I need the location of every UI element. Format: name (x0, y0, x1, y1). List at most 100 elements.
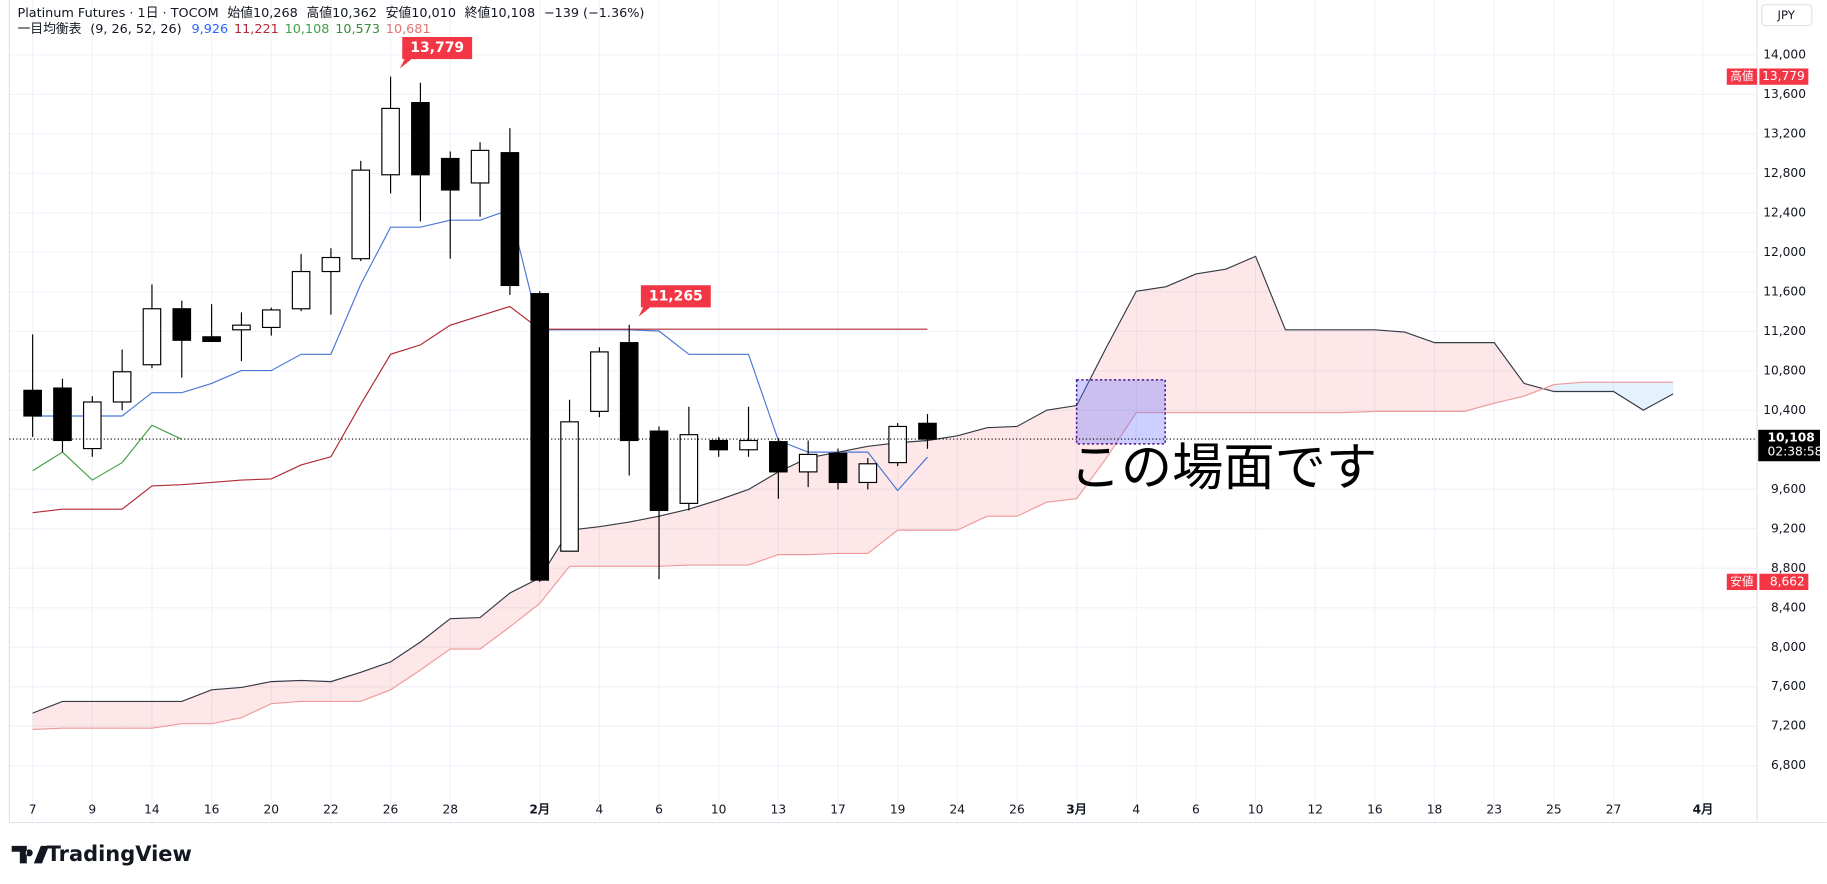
x-tick-label: 25 (1546, 802, 1562, 816)
candle-body (918, 422, 937, 440)
cloud-segment (927, 435, 958, 531)
header: Platinum Futures · 1日 · TOCOM 始値10,268 高… (17, 4, 644, 20)
candle-body (53, 387, 72, 442)
x-tick-label: 24 (950, 802, 966, 816)
currency-box[interactable] (1761, 4, 1813, 27)
x-tick-label: 4月 (1693, 802, 1714, 816)
indicator-line (32, 381, 1674, 730)
candle-body (619, 342, 639, 442)
cloud-segment (480, 593, 510, 650)
x-tick-label: 10 (711, 802, 727, 816)
cloud-segment (957, 427, 988, 531)
cloud-segment (211, 687, 242, 724)
x-tick-label: 19 (890, 802, 906, 816)
candle-layer (23, 76, 937, 582)
indicator-value: 10,681 (386, 22, 431, 37)
x-tick-label: 22 (323, 802, 339, 816)
x-tick-label: 28 (442, 802, 458, 816)
cloud-segment (1464, 342, 1495, 412)
x-tick-label: 9 (88, 802, 96, 816)
candle-body (888, 425, 907, 464)
cloud-segment (1195, 269, 1226, 413)
low-value: 安値10,010 (386, 4, 456, 20)
x-tick-label: 6 (1192, 802, 1200, 816)
y-tick-label: 12,800 (1763, 166, 1806, 180)
price-label-value: 13,779 (1762, 69, 1805, 83)
indicator-value: 10,108 (285, 22, 330, 37)
x-tick-label: 26 (383, 802, 399, 816)
y-tick-label: 11,600 (1763, 284, 1806, 298)
candle-body (351, 169, 371, 260)
candle-body (739, 439, 758, 451)
x-tick-label: 4 (595, 802, 603, 816)
cloud-segment (271, 680, 302, 704)
cloud-segment (360, 661, 391, 702)
callout-box (399, 37, 473, 69)
cloud-segment (688, 499, 719, 566)
y-tick-label: 7,600 (1771, 679, 1806, 693)
x-tick-label: 3月 (1066, 802, 1087, 816)
cloud-segment (1613, 382, 1644, 411)
indicator-params: (9, 26, 52, 26) (90, 22, 181, 37)
candle-body (590, 351, 609, 412)
candle-body (649, 430, 669, 511)
x-tick-label: 4 (1132, 802, 1140, 816)
candle-body (291, 270, 311, 310)
x-tick-label: 27 (1606, 802, 1622, 816)
y-tick-label: 8,000 (1771, 640, 1806, 654)
logo-text: TradingView (47, 842, 192, 866)
y-tick-label: 9,600 (1771, 482, 1806, 496)
indicator-line (32, 305, 928, 514)
x-tick-label: 20 (263, 802, 279, 816)
currency[interactable]: JPY (1777, 8, 1796, 22)
price-label-prefix: 安値 (1730, 574, 1754, 588)
cloud-segment (181, 689, 212, 724)
cloud-segment (1225, 256, 1256, 413)
candle-body (440, 157, 460, 191)
indicator-line (32, 424, 183, 481)
cloud-segment (1404, 332, 1435, 412)
indicator-line (32, 255, 1674, 714)
countdown: 02:38:58 (1768, 444, 1823, 458)
cloud-segment (122, 701, 152, 729)
candle-body (828, 452, 848, 484)
indicator-name: 一目均衡表 (17, 22, 81, 37)
cloud-segment (987, 426, 1017, 517)
price-label-tag (1726, 573, 1758, 591)
price-label-box (1759, 68, 1809, 85)
price-label-box (1759, 573, 1809, 591)
price-label-value: 8,662 (1770, 574, 1805, 588)
cloud-segment (599, 522, 630, 567)
indicator-value: 9,926 (192, 22, 229, 37)
y-tick-label: 10,400 (1763, 403, 1806, 417)
x-tick-label: 18 (1427, 802, 1443, 816)
x-tick-label: 2月 (529, 802, 550, 816)
x-tick-label: 13 (771, 802, 787, 816)
candle-body (23, 389, 42, 417)
cloud-segment (241, 681, 272, 718)
candle-body (530, 293, 550, 581)
change-value: −139 (−1.36%) (544, 5, 645, 20)
candle-body (858, 463, 878, 484)
candle-body (500, 152, 520, 287)
cloud-segment (659, 509, 689, 567)
price-label-tag (1726, 68, 1758, 85)
y-tick-label: 6,800 (1771, 758, 1806, 772)
y-tick-label: 7,200 (1771, 719, 1806, 733)
x-tick-label: 26 (1009, 802, 1025, 816)
cloud-segment (1434, 342, 1465, 412)
cloud-segment (1255, 256, 1286, 413)
symbol: Platinum Futures · 1日 · TOCOM (17, 5, 218, 20)
y-tick-label: 14,000 (1763, 47, 1806, 61)
x-tick-label: 6 (655, 802, 663, 816)
candle-body (470, 149, 490, 184)
cloud-segment (390, 642, 421, 690)
candle-body (769, 441, 788, 473)
cloud-segment (1315, 329, 1346, 413)
open-value: 始値10,268 (227, 4, 297, 20)
cloud-segment (1046, 405, 1077, 503)
callout-label: 11,265 (649, 288, 703, 304)
y-tick-label: 10,800 (1763, 363, 1806, 377)
cloud-segment (420, 618, 451, 670)
